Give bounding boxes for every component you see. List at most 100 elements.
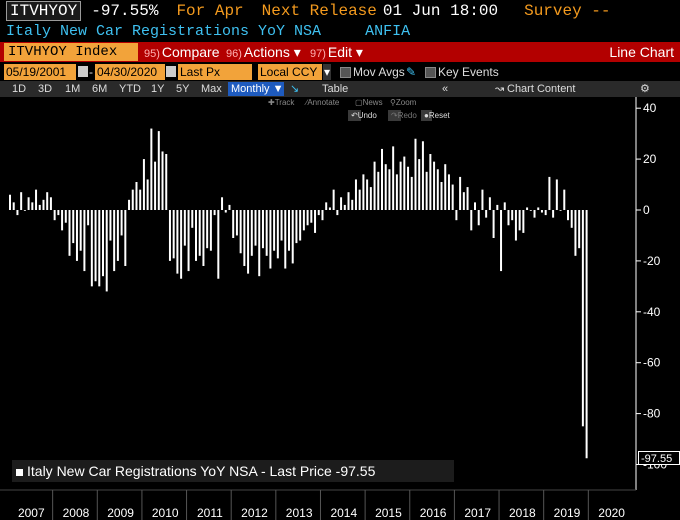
- bar: [209, 210, 212, 251]
- bar: [83, 210, 86, 272]
- bar: [195, 210, 197, 261]
- bar: [64, 210, 67, 223]
- news-tool[interactable]: ▢ News: [355, 98, 383, 107]
- bar: [362, 174, 365, 210]
- bar: [291, 210, 294, 264]
- frequency-select[interactable]: Monthly ▼: [228, 82, 284, 96]
- index-field[interactable]: ITVHYOY Index: [4, 43, 138, 61]
- bar: [72, 210, 75, 244]
- end-date-field[interactable]: 04/30/2020: [95, 64, 165, 80]
- bar: [336, 210, 339, 216]
- mov-avgs-checkbox[interactable]: [340, 67, 351, 78]
- collapse-icon[interactable]: «: [442, 83, 449, 95]
- y-tick-label: 20: [643, 152, 657, 166]
- reset-label: Reset: [428, 111, 450, 120]
- bar: [392, 146, 395, 211]
- bar: [433, 161, 436, 210]
- zoom-label: Zoom: [395, 98, 417, 107]
- bar: [447, 174, 450, 210]
- bar: [206, 210, 209, 249]
- bar: [124, 210, 127, 266]
- zoom-tool[interactable]: ⚲ Zoom: [390, 98, 417, 107]
- compare-shortcut: 95): [144, 48, 160, 60]
- compare-button[interactable]: 95) Compare: [144, 42, 220, 64]
- price-field-select[interactable]: Last Px: [178, 64, 252, 80]
- range-1m[interactable]: 1M: [65, 83, 81, 95]
- bar: [581, 210, 584, 427]
- x-tick-label: 2011: [197, 506, 223, 520]
- x-tick-label: 2020: [598, 506, 625, 520]
- bar: [38, 204, 41, 210]
- subheader: Italy New Car Registrations YoY NSA ANFIA: [0, 22, 680, 42]
- range-1d[interactable]: 1D: [12, 83, 27, 95]
- bar: [288, 210, 290, 251]
- end-calendar-icon[interactable]: [166, 66, 176, 77]
- bar: [418, 159, 421, 210]
- bar: [429, 154, 432, 210]
- pencil-icon[interactable]: ✎: [406, 65, 417, 79]
- range-5y[interactable]: 5Y: [176, 83, 190, 95]
- last-price-tag: -97.55: [638, 451, 680, 465]
- bar: [187, 210, 190, 272]
- range-3d[interactable]: 3D: [38, 83, 53, 95]
- actions-button[interactable]: 96) Actions ▾: [226, 42, 301, 64]
- bar: [180, 210, 183, 279]
- redo-button[interactable]: ↷ Redo: [388, 110, 417, 121]
- currency-dropdown-icon[interactable]: ▾: [323, 64, 332, 80]
- bar: [49, 197, 52, 210]
- survey-label: Survey --: [524, 2, 611, 20]
- annotate-tool[interactable]: ∕ Annotate: [306, 98, 340, 107]
- bar: [354, 179, 357, 210]
- key-events-checkbox[interactable]: [425, 67, 436, 78]
- frequency-label: Monthly: [231, 83, 270, 95]
- range-ytd[interactable]: YTD: [119, 83, 141, 95]
- x-tick-label: 2009: [107, 506, 134, 520]
- reset-button[interactable]: ● Reset: [421, 110, 450, 121]
- line-chart-icon[interactable]: ↘: [290, 83, 300, 95]
- bar: [459, 176, 462, 210]
- range-1y[interactable]: 1Y: [151, 83, 165, 95]
- bar: [221, 197, 224, 210]
- bar: [46, 192, 49, 210]
- security-description: Italy New Car Registrations YoY NSA: [6, 23, 322, 40]
- bar: [53, 210, 56, 221]
- bar: [310, 210, 313, 223]
- bar: [198, 210, 201, 256]
- bar: [150, 128, 153, 210]
- bar: [139, 189, 142, 210]
- bar: [258, 210, 261, 277]
- bar: [567, 210, 569, 221]
- redo-label: Redo: [397, 111, 417, 120]
- bar: [555, 179, 558, 210]
- bar: [578, 210, 581, 249]
- bar: [191, 210, 194, 228]
- chart-content-button[interactable]: Chart Content: [507, 83, 576, 95]
- bar: [544, 210, 547, 216]
- x-tick-label: 2008: [63, 506, 90, 520]
- bar: [407, 166, 410, 210]
- bar: [254, 210, 257, 246]
- chart-type-label[interactable]: Line Chart: [609, 44, 674, 60]
- gear-icon[interactable]: ⚙: [640, 83, 650, 95]
- table-button[interactable]: Table: [322, 83, 349, 95]
- news-label: News: [362, 98, 383, 107]
- track-tool[interactable]: ✚ Track: [268, 98, 295, 107]
- y-tick-label: -60: [643, 356, 661, 370]
- bar: [131, 189, 134, 210]
- x-tick-label: 2018: [509, 506, 536, 520]
- bar: [500, 210, 503, 272]
- bar: [343, 204, 346, 210]
- range-max[interactable]: Max: [201, 83, 222, 95]
- range-6m[interactable]: 6M: [92, 83, 108, 95]
- undo-button[interactable]: ↶ Undo: [348, 110, 377, 121]
- currency-select[interactable]: Local CCY: [258, 64, 322, 80]
- bar: [470, 210, 473, 231]
- ticker-label[interactable]: ITVHYOY: [6, 1, 82, 21]
- start-calendar-icon[interactable]: [78, 66, 88, 77]
- edit-button[interactable]: 97) Edit ▾: [310, 42, 363, 64]
- bar: [518, 210, 521, 231]
- x-tick-label: 2010: [152, 506, 179, 520]
- bar: [235, 210, 238, 236]
- start-date-field[interactable]: 05/19/2001: [4, 64, 76, 80]
- bar: [488, 197, 491, 210]
